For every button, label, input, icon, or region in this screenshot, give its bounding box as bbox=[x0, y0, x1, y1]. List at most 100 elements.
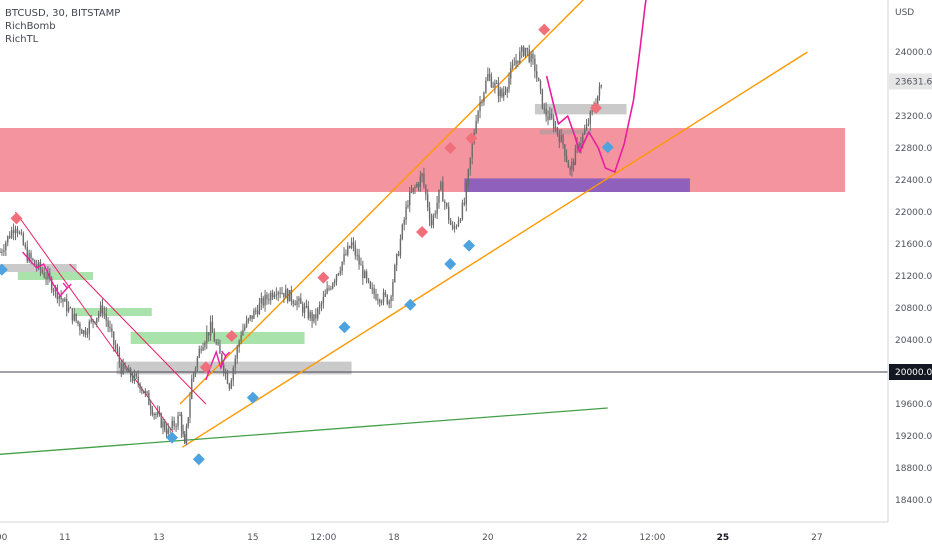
candle-body bbox=[417, 184, 420, 187]
time-tick-label: 11 bbox=[59, 533, 70, 543]
candle-body bbox=[32, 258, 34, 261]
candle-body bbox=[135, 373, 137, 377]
candle-body bbox=[26, 247, 28, 262]
candle-body bbox=[171, 420, 173, 429]
symbol-title[interactable]: BTCUSD, 30, BITSTAMP bbox=[5, 8, 121, 19]
indicator-richtl-label[interactable]: RichTL bbox=[5, 34, 39, 45]
candle-body bbox=[281, 292, 283, 294]
candle-body bbox=[407, 205, 409, 207]
candle-body bbox=[8, 235, 11, 238]
candle-body bbox=[600, 85, 602, 87]
candle-body bbox=[522, 46, 525, 56]
candle-body bbox=[268, 299, 270, 301]
candle-body bbox=[401, 224, 404, 239]
candle-body bbox=[409, 191, 411, 206]
candle-body bbox=[129, 368, 132, 378]
candle-body bbox=[192, 373, 195, 379]
candle-body bbox=[221, 353, 223, 365]
candle-body bbox=[332, 283, 334, 289]
candle-body bbox=[133, 373, 136, 382]
candle-body bbox=[128, 368, 130, 373]
candle-body bbox=[262, 298, 264, 306]
candle-body bbox=[196, 357, 199, 369]
candle-body bbox=[67, 307, 70, 312]
candle-body bbox=[294, 303, 296, 306]
candle-body bbox=[296, 301, 298, 306]
candle-body bbox=[583, 129, 586, 135]
candle-body bbox=[180, 414, 183, 432]
time-tick-label: 13 bbox=[153, 533, 164, 543]
sell-signal-marker bbox=[538, 23, 551, 36]
candle-body bbox=[155, 413, 157, 415]
candle-body bbox=[149, 405, 152, 410]
sell-signal-marker bbox=[444, 142, 457, 154]
candle-body bbox=[397, 253, 400, 256]
candle-body bbox=[60, 296, 62, 299]
candle-body bbox=[430, 219, 433, 226]
time-tick-label: 12:00 bbox=[639, 533, 665, 543]
candle-body bbox=[565, 156, 568, 162]
candle-body bbox=[488, 74, 491, 77]
candle-body bbox=[179, 414, 181, 416]
candle-body bbox=[318, 305, 321, 309]
candle-body bbox=[20, 232, 23, 234]
candle-body bbox=[28, 253, 30, 262]
indicator-richbomb-label[interactable]: RichBomb bbox=[5, 21, 56, 32]
candle-body bbox=[249, 315, 251, 319]
time-tick-label: 25 bbox=[717, 533, 730, 543]
candle-body bbox=[436, 202, 438, 214]
grey-level-zone bbox=[534, 104, 627, 115]
candle-body bbox=[139, 383, 141, 390]
candle-body bbox=[421, 173, 423, 177]
candle-body bbox=[333, 280, 336, 284]
candle-body bbox=[187, 417, 189, 427]
price-tick-label: 20400.00 bbox=[895, 336, 932, 346]
candle-body bbox=[309, 312, 311, 319]
candle-body bbox=[111, 328, 113, 332]
candle-body bbox=[52, 290, 55, 292]
candle-body bbox=[200, 349, 202, 351]
candle-body bbox=[22, 233, 25, 245]
price-axis-bg bbox=[888, 0, 932, 550]
annotation-arrowhead bbox=[62, 282, 72, 290]
candle-body bbox=[283, 292, 285, 298]
candle-body bbox=[165, 429, 168, 434]
candle-body bbox=[521, 46, 523, 52]
candle-body bbox=[45, 277, 47, 279]
candle-body bbox=[403, 219, 405, 225]
candle-body bbox=[158, 412, 161, 414]
candle-body bbox=[371, 288, 373, 290]
candle-body bbox=[479, 102, 481, 112]
candle-body bbox=[549, 113, 551, 120]
candle-body bbox=[290, 290, 293, 302]
candle-body bbox=[226, 372, 229, 384]
candle-body bbox=[362, 265, 364, 278]
candle-body bbox=[358, 255, 360, 265]
candle-body bbox=[175, 426, 177, 428]
candle-body bbox=[328, 288, 330, 290]
candle-body bbox=[303, 306, 306, 313]
candle-body bbox=[244, 326, 246, 330]
candle-body bbox=[16, 228, 19, 234]
orange-trendline bbox=[179, 0, 585, 405]
candle-body bbox=[313, 314, 315, 322]
candle-body bbox=[524, 47, 527, 56]
candle-body bbox=[169, 428, 171, 430]
candle-body bbox=[315, 314, 317, 319]
candle-body bbox=[477, 111, 479, 122]
candle-body bbox=[449, 220, 452, 225]
candle-body bbox=[116, 349, 119, 353]
candle-body bbox=[373, 288, 375, 294]
candle-body bbox=[56, 286, 59, 300]
candle-body bbox=[405, 206, 407, 220]
candle-body bbox=[64, 298, 66, 302]
candle-body bbox=[543, 108, 545, 110]
buy-signal-marker bbox=[246, 391, 259, 404]
candle-body bbox=[109, 327, 111, 329]
candle-body bbox=[124, 363, 126, 369]
candle-body bbox=[317, 308, 319, 319]
candle-body bbox=[58, 296, 60, 300]
candle-body bbox=[508, 78, 510, 89]
